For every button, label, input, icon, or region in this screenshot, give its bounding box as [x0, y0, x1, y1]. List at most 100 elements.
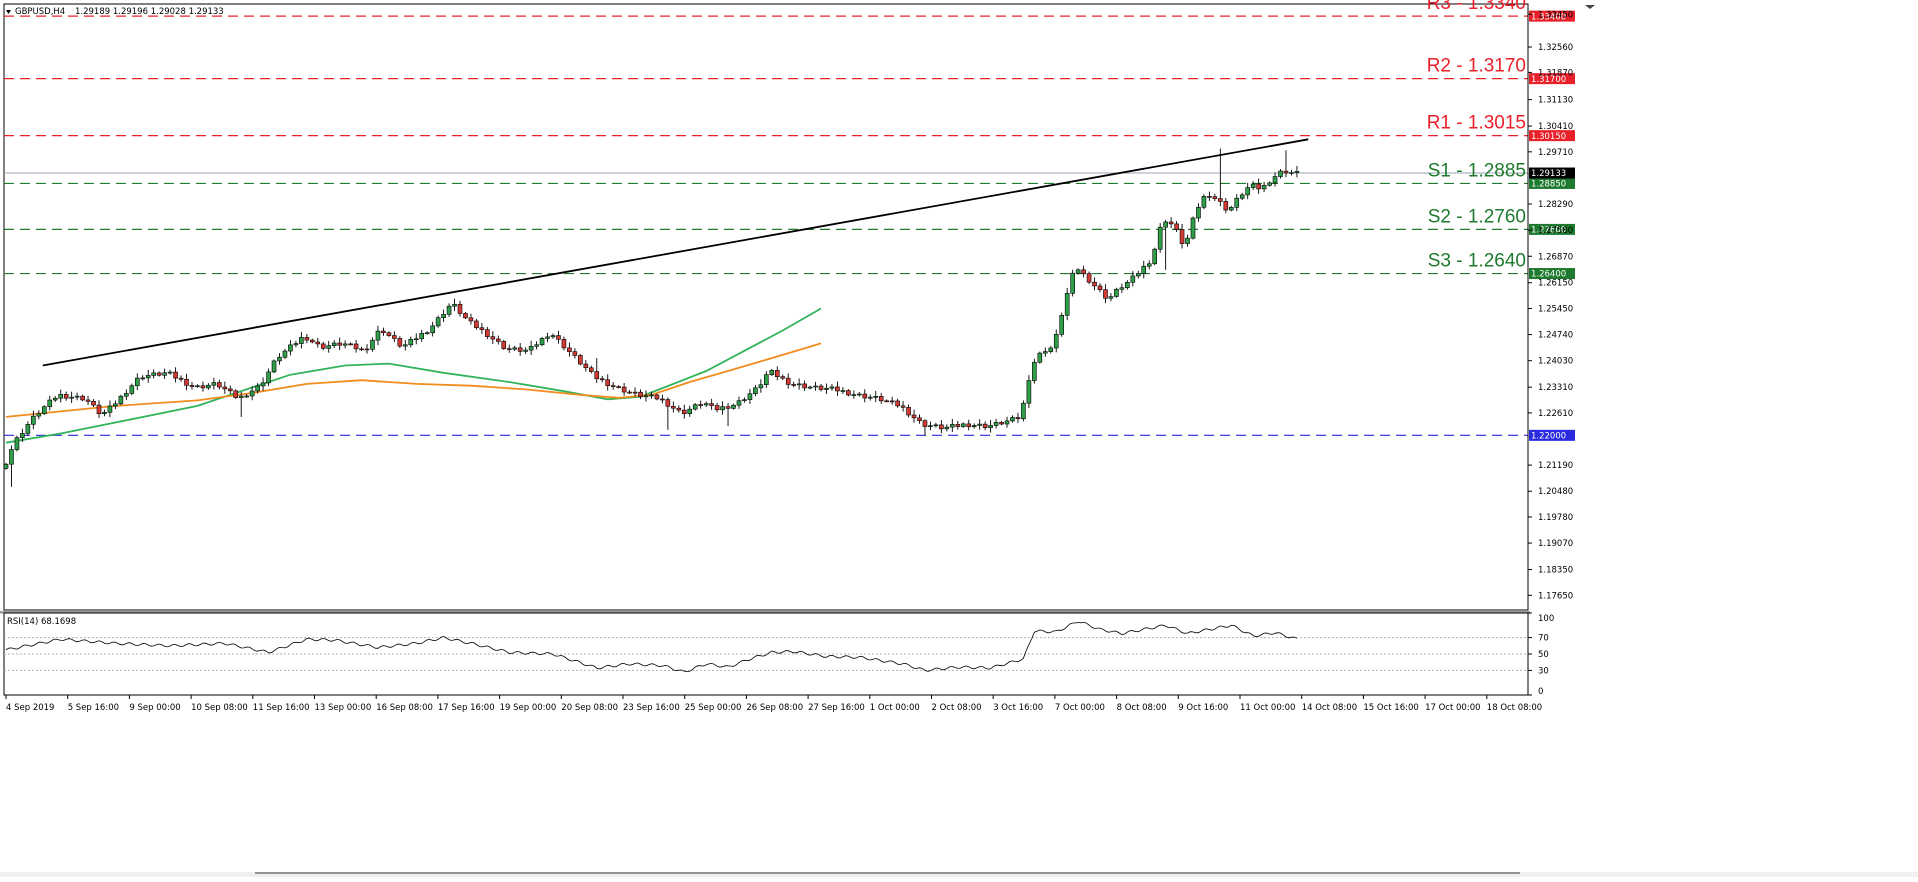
candle-bull — [20, 433, 25, 438]
time-axis[interactable]: 4 Sep 2019 5 Sep 16:00 9 Sep 00:00 10 Sep 0… — [5, 695, 1542, 713]
rsi-tick-label: 0 — [1538, 687, 1543, 697]
candle-bull — [829, 386, 835, 389]
candle-bear — [627, 391, 632, 394]
time-tick-label: 10 Sep 08:00 — [191, 703, 248, 713]
candle-bull — [375, 330, 381, 341]
candle-bull — [736, 400, 742, 406]
candle-bear — [156, 372, 162, 376]
level-price-tag-text: 1.33400 — [1531, 12, 1566, 22]
time-tick-label: 2 Oct 08:00 — [932, 703, 982, 713]
level-label: R3 - 1.3340 — [1427, 0, 1526, 14]
candle-bull — [867, 396, 873, 399]
candle-bear — [616, 386, 621, 388]
candle-bull — [1228, 207, 1234, 211]
candle-bull — [162, 372, 167, 376]
candle-bull — [944, 426, 950, 430]
level-label: R1 - 1.3015 — [1427, 113, 1526, 134]
candle-bull — [195, 385, 200, 388]
candle-bull — [134, 377, 140, 387]
candle-bull — [140, 377, 146, 380]
price-tick-label: 1.28290 — [1538, 200, 1573, 210]
candle-bear — [578, 355, 583, 365]
rsi-line — [5, 621, 1298, 673]
candle-bull — [796, 383, 802, 386]
candle-bear — [780, 376, 786, 379]
time-tick-label: 26 Sep 08:00 — [746, 703, 803, 713]
candle-bull — [1037, 352, 1043, 363]
candle-bear — [173, 371, 178, 379]
candle-bear — [638, 391, 643, 397]
time-tick-label: 7 Oct 00:00 — [1055, 703, 1105, 713]
price-tick-label: 1.19070 — [1538, 539, 1573, 549]
candle-bull — [545, 336, 550, 339]
candle-bull — [813, 385, 818, 388]
scrollbar-track[interactable] — [0, 872, 1918, 877]
rsi-tick-label: 30 — [1538, 666, 1549, 676]
time-tick-label: 11 Sep 16:00 — [253, 703, 310, 713]
candle-bull — [441, 314, 446, 319]
trendline-group[interactable] — [42, 138, 1309, 367]
candle-bull — [1272, 176, 1278, 184]
candle-bear — [917, 417, 922, 421]
candle-bull — [52, 397, 58, 401]
time-tick-label: 17 Oct 00:00 — [1425, 703, 1480, 713]
chart-menu-triangle-icon[interactable] — [6, 10, 11, 14]
candle-bull — [1157, 226, 1163, 250]
candle-bear — [1092, 281, 1097, 287]
rsi-tick-label: 50 — [1538, 650, 1549, 660]
candle-bull — [1064, 293, 1070, 316]
time-tick-label: 4 Sep 2019 — [6, 703, 54, 713]
candle-bull — [807, 386, 813, 389]
candle-bear — [660, 398, 665, 401]
candle-bear — [337, 342, 342, 346]
level-label: S2 - 1.2760 — [1428, 206, 1526, 227]
candle-bull — [993, 422, 999, 426]
candle-bear — [495, 338, 501, 342]
candle-bear — [774, 370, 780, 377]
candle-bear — [397, 338, 403, 347]
candle-bull — [3, 463, 9, 469]
time-tick-label: 11 Oct 00:00 — [1240, 703, 1295, 713]
price-tick-label: 1.21190 — [1538, 461, 1573, 471]
rsi-label: RSI(14) 68.1698 — [7, 617, 76, 627]
candle-bull — [129, 385, 135, 394]
candle-bull — [1141, 265, 1147, 274]
uptrend-line[interactable] — [42, 138, 1309, 367]
candle-bull — [1185, 237, 1190, 244]
candle-bull — [824, 387, 829, 390]
candle-bear — [392, 335, 397, 339]
candle-bear — [1168, 221, 1174, 225]
candle-bull — [523, 349, 528, 352]
shift-marker-icon[interactable] — [1585, 5, 1595, 9]
candle-bull — [47, 399, 53, 408]
candle-bull — [124, 393, 129, 397]
candle-bull — [753, 387, 758, 395]
candle-bull — [238, 395, 244, 398]
price-tick-label: 1.32560 — [1538, 43, 1573, 53]
candle-bear — [605, 379, 611, 386]
candle-bull — [851, 394, 857, 396]
price-axis[interactable]: 1.33450 1.32560 1.31870 1.31130 1.30410 1.297… — [1527, 4, 1573, 610]
candle-bear — [304, 337, 310, 341]
candle-bull — [539, 338, 545, 346]
candle-bull — [299, 337, 304, 344]
time-tick-label: 17 Sep 16:00 — [438, 703, 495, 713]
candle-bear — [878, 396, 884, 402]
panel-separator[interactable] — [0, 611, 1530, 614]
candle-bear — [676, 407, 682, 411]
time-tick-label: 19 Sep 00:00 — [500, 703, 557, 713]
time-tick-label: 13 Sep 00:00 — [315, 703, 372, 713]
candle-bull — [342, 343, 348, 346]
candle-bear — [222, 386, 228, 390]
price-tick-label: 1.24030 — [1538, 357, 1573, 367]
candle-bull — [764, 374, 769, 386]
candle-bull — [167, 371, 173, 374]
ohlc-values: 1.29189 1.29196 1.29028 1.29133 — [75, 7, 224, 17]
candle-bull — [408, 339, 414, 346]
level-price-tag — [1529, 177, 1575, 189]
candle-bull — [758, 384, 764, 389]
rsi-tick-label: 100 — [1538, 614, 1554, 624]
candle-bear — [184, 378, 189, 386]
